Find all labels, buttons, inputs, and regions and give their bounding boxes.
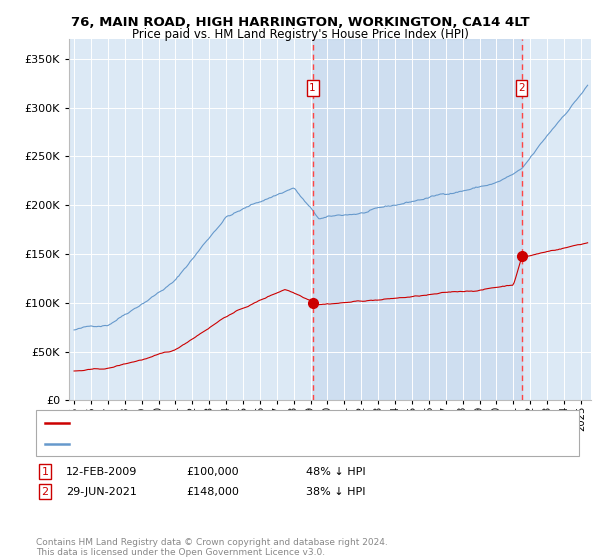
Text: 1: 1 xyxy=(41,466,49,477)
Text: HPI: Average price, detached house, Cumberland: HPI: Average price, detached house, Cumb… xyxy=(72,438,317,449)
Text: 76, MAIN ROAD, HIGH HARRINGTON, WORKINGTON, CA14 4LT: 76, MAIN ROAD, HIGH HARRINGTON, WORKINGT… xyxy=(71,16,529,29)
Text: 29-JUN-2021: 29-JUN-2021 xyxy=(66,487,137,497)
Text: 76, MAIN ROAD, HIGH HARRINGTON, WORKINGTON, CA14 4LT (detached house): 76, MAIN ROAD, HIGH HARRINGTON, WORKINGT… xyxy=(72,418,470,428)
Text: Price paid vs. HM Land Registry's House Price Index (HPI): Price paid vs. HM Land Registry's House … xyxy=(131,28,469,41)
Text: £100,000: £100,000 xyxy=(186,466,239,477)
Text: £148,000: £148,000 xyxy=(186,487,239,497)
Text: 12-FEB-2009: 12-FEB-2009 xyxy=(66,466,137,477)
Text: Contains HM Land Registry data © Crown copyright and database right 2024.
This d: Contains HM Land Registry data © Crown c… xyxy=(36,538,388,557)
Text: 2: 2 xyxy=(41,487,49,497)
Text: 2: 2 xyxy=(518,83,525,93)
Text: 38% ↓ HPI: 38% ↓ HPI xyxy=(306,487,365,497)
Text: 1: 1 xyxy=(309,83,316,93)
Text: 48% ↓ HPI: 48% ↓ HPI xyxy=(306,466,365,477)
Bar xyxy=(313,39,521,400)
